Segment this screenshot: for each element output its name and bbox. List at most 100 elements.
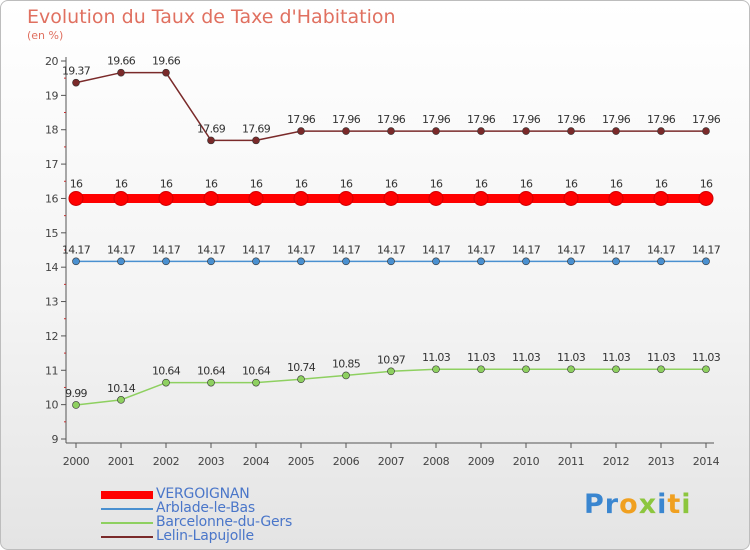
data-label-arblade-le-bas: 14.17 bbox=[647, 243, 676, 256]
data-label-vergoignan: 16 bbox=[565, 177, 578, 190]
data-label-barcelonne-du-gers: 11.03 bbox=[422, 351, 451, 364]
data-point-arblade-le-bas bbox=[702, 257, 710, 266]
data-label-barcelonne-du-gers: 11.03 bbox=[692, 351, 721, 364]
data-label-lelin-lapujolle: 19.66 bbox=[107, 55, 136, 68]
y-tick-label: 17 bbox=[45, 158, 58, 171]
data-point-lelin-lapujolle bbox=[117, 68, 125, 77]
y-tick-label: 11 bbox=[45, 364, 58, 377]
data-label-vergoignan: 16 bbox=[70, 177, 83, 190]
y-tick-label: 18 bbox=[45, 124, 58, 137]
data-label-barcelonne-du-gers: 10.85 bbox=[332, 357, 361, 370]
x-tick-label: 2007 bbox=[378, 455, 405, 468]
data-label-arblade-le-bas: 14.17 bbox=[242, 243, 271, 256]
x-tick-label: 2004 bbox=[243, 455, 270, 468]
data-point-vergoignan bbox=[203, 190, 219, 206]
x-tick-label: 2002 bbox=[153, 455, 179, 468]
data-point-lelin-lapujolle bbox=[567, 127, 575, 135]
data-point-vergoignan bbox=[293, 190, 309, 206]
y-tick-label: 13 bbox=[45, 296, 58, 309]
y-tick-label: 20 bbox=[45, 55, 58, 68]
data-label-barcelonne-du-gers: 11.03 bbox=[512, 351, 541, 364]
data-point-vergoignan bbox=[428, 190, 444, 206]
data-point-arblade-le-bas bbox=[522, 257, 530, 266]
data-label-lelin-lapujolle: 19.66 bbox=[152, 55, 181, 68]
data-point-arblade-le-bas bbox=[342, 257, 350, 266]
data-label-lelin-lapujolle: 17.96 bbox=[557, 113, 586, 126]
data-point-vergoignan bbox=[338, 190, 354, 206]
legend-swatch bbox=[101, 491, 153, 499]
data-point-lelin-lapujolle bbox=[477, 127, 485, 135]
data-label-vergoignan: 16 bbox=[655, 177, 668, 190]
proxiti-logo: Proxiti bbox=[584, 489, 692, 520]
data-label-lelin-lapujolle: 17.69 bbox=[197, 122, 226, 135]
legend-label: Arblade-le-Bas bbox=[156, 500, 255, 516]
data-point-barcelonne-du-gers bbox=[207, 378, 215, 387]
legend-swatch bbox=[101, 536, 153, 538]
data-label-vergoignan: 16 bbox=[700, 177, 713, 190]
data-point-arblade-le-bas bbox=[162, 257, 170, 266]
data-point-vergoignan bbox=[158, 190, 174, 206]
data-point-arblade-le-bas bbox=[117, 257, 125, 266]
data-point-barcelonne-du-gers bbox=[117, 396, 125, 404]
y-tick-label: 19 bbox=[45, 89, 58, 102]
data-point-lelin-lapujolle bbox=[162, 68, 170, 77]
data-point-arblade-le-bas bbox=[297, 257, 305, 266]
data-label-arblade-le-bas: 14.17 bbox=[692, 243, 721, 256]
data-label-lelin-lapujolle: 17.96 bbox=[647, 113, 676, 126]
y-tick-label: 16 bbox=[45, 192, 58, 205]
legend-swatch bbox=[101, 522, 153, 524]
chart-subtitle: (en %) bbox=[27, 29, 64, 42]
data-label-barcelonne-du-gers: 10.64 bbox=[242, 365, 271, 378]
y-tick-label: 15 bbox=[45, 227, 58, 240]
data-point-lelin-lapujolle bbox=[72, 78, 80, 87]
x-tick-label: 2006 bbox=[333, 455, 360, 468]
data-point-arblade-le-bas bbox=[612, 257, 620, 266]
y-tick-label: 14 bbox=[45, 261, 58, 274]
data-point-vergoignan bbox=[608, 190, 624, 206]
data-point-arblade-le-bas bbox=[72, 257, 80, 266]
legend-label: Barcelonne-du-Gers bbox=[156, 514, 293, 530]
data-point-vergoignan bbox=[473, 190, 489, 206]
x-tick-label: 2008 bbox=[423, 455, 450, 468]
data-label-vergoignan: 16 bbox=[160, 177, 173, 190]
data-point-arblade-le-bas bbox=[252, 257, 260, 266]
data-point-lelin-lapujolle bbox=[522, 127, 530, 135]
data-point-lelin-lapujolle bbox=[387, 127, 395, 135]
data-label-lelin-lapujolle: 17.96 bbox=[377, 113, 406, 126]
data-label-barcelonne-du-gers: 10.14 bbox=[107, 382, 136, 395]
data-label-barcelonne-du-gers: 10.64 bbox=[197, 365, 226, 378]
data-point-lelin-lapujolle bbox=[612, 127, 620, 135]
data-label-arblade-le-bas: 14.17 bbox=[107, 243, 136, 256]
data-point-arblade-le-bas bbox=[207, 257, 215, 266]
data-point-arblade-le-bas bbox=[432, 257, 440, 266]
data-point-lelin-lapujolle bbox=[297, 127, 305, 135]
data-label-arblade-le-bas: 14.17 bbox=[557, 243, 586, 256]
data-label-vergoignan: 16 bbox=[250, 177, 263, 190]
data-label-arblade-le-bas: 14.17 bbox=[62, 243, 91, 256]
data-label-arblade-le-bas: 14.17 bbox=[332, 243, 361, 256]
data-label-vergoignan: 16 bbox=[205, 177, 218, 190]
data-point-barcelonne-du-gers bbox=[387, 367, 395, 376]
data-point-barcelonne-du-gers bbox=[657, 365, 665, 374]
data-label-arblade-le-bas: 14.17 bbox=[467, 243, 496, 256]
data-label-arblade-le-bas: 14.17 bbox=[287, 243, 316, 256]
data-point-vergoignan bbox=[698, 190, 714, 206]
data-label-lelin-lapujolle: 17.96 bbox=[332, 113, 361, 126]
data-point-arblade-le-bas bbox=[477, 257, 485, 266]
data-label-lelin-lapujolle: 17.96 bbox=[287, 113, 316, 126]
legend-label: Lelin-Lapujolle bbox=[156, 528, 254, 544]
data-label-vergoignan: 16 bbox=[475, 177, 488, 190]
legend-label: VERGOIGNAN bbox=[156, 486, 250, 502]
x-tick-label: 2012 bbox=[603, 455, 629, 468]
x-tick-label: 2011 bbox=[558, 455, 584, 468]
data-label-lelin-lapujolle: 17.96 bbox=[512, 113, 541, 126]
data-point-vergoignan bbox=[113, 190, 129, 206]
y-tick-label: 12 bbox=[45, 330, 58, 343]
data-point-lelin-lapujolle bbox=[657, 127, 665, 135]
data-label-lelin-lapujolle: 17.96 bbox=[602, 113, 631, 126]
data-point-barcelonne-du-gers bbox=[567, 365, 575, 374]
data-label-arblade-le-bas: 14.17 bbox=[377, 243, 406, 256]
data-point-barcelonne-du-gers bbox=[477, 365, 485, 374]
data-label-barcelonne-du-gers: 11.03 bbox=[647, 351, 676, 364]
